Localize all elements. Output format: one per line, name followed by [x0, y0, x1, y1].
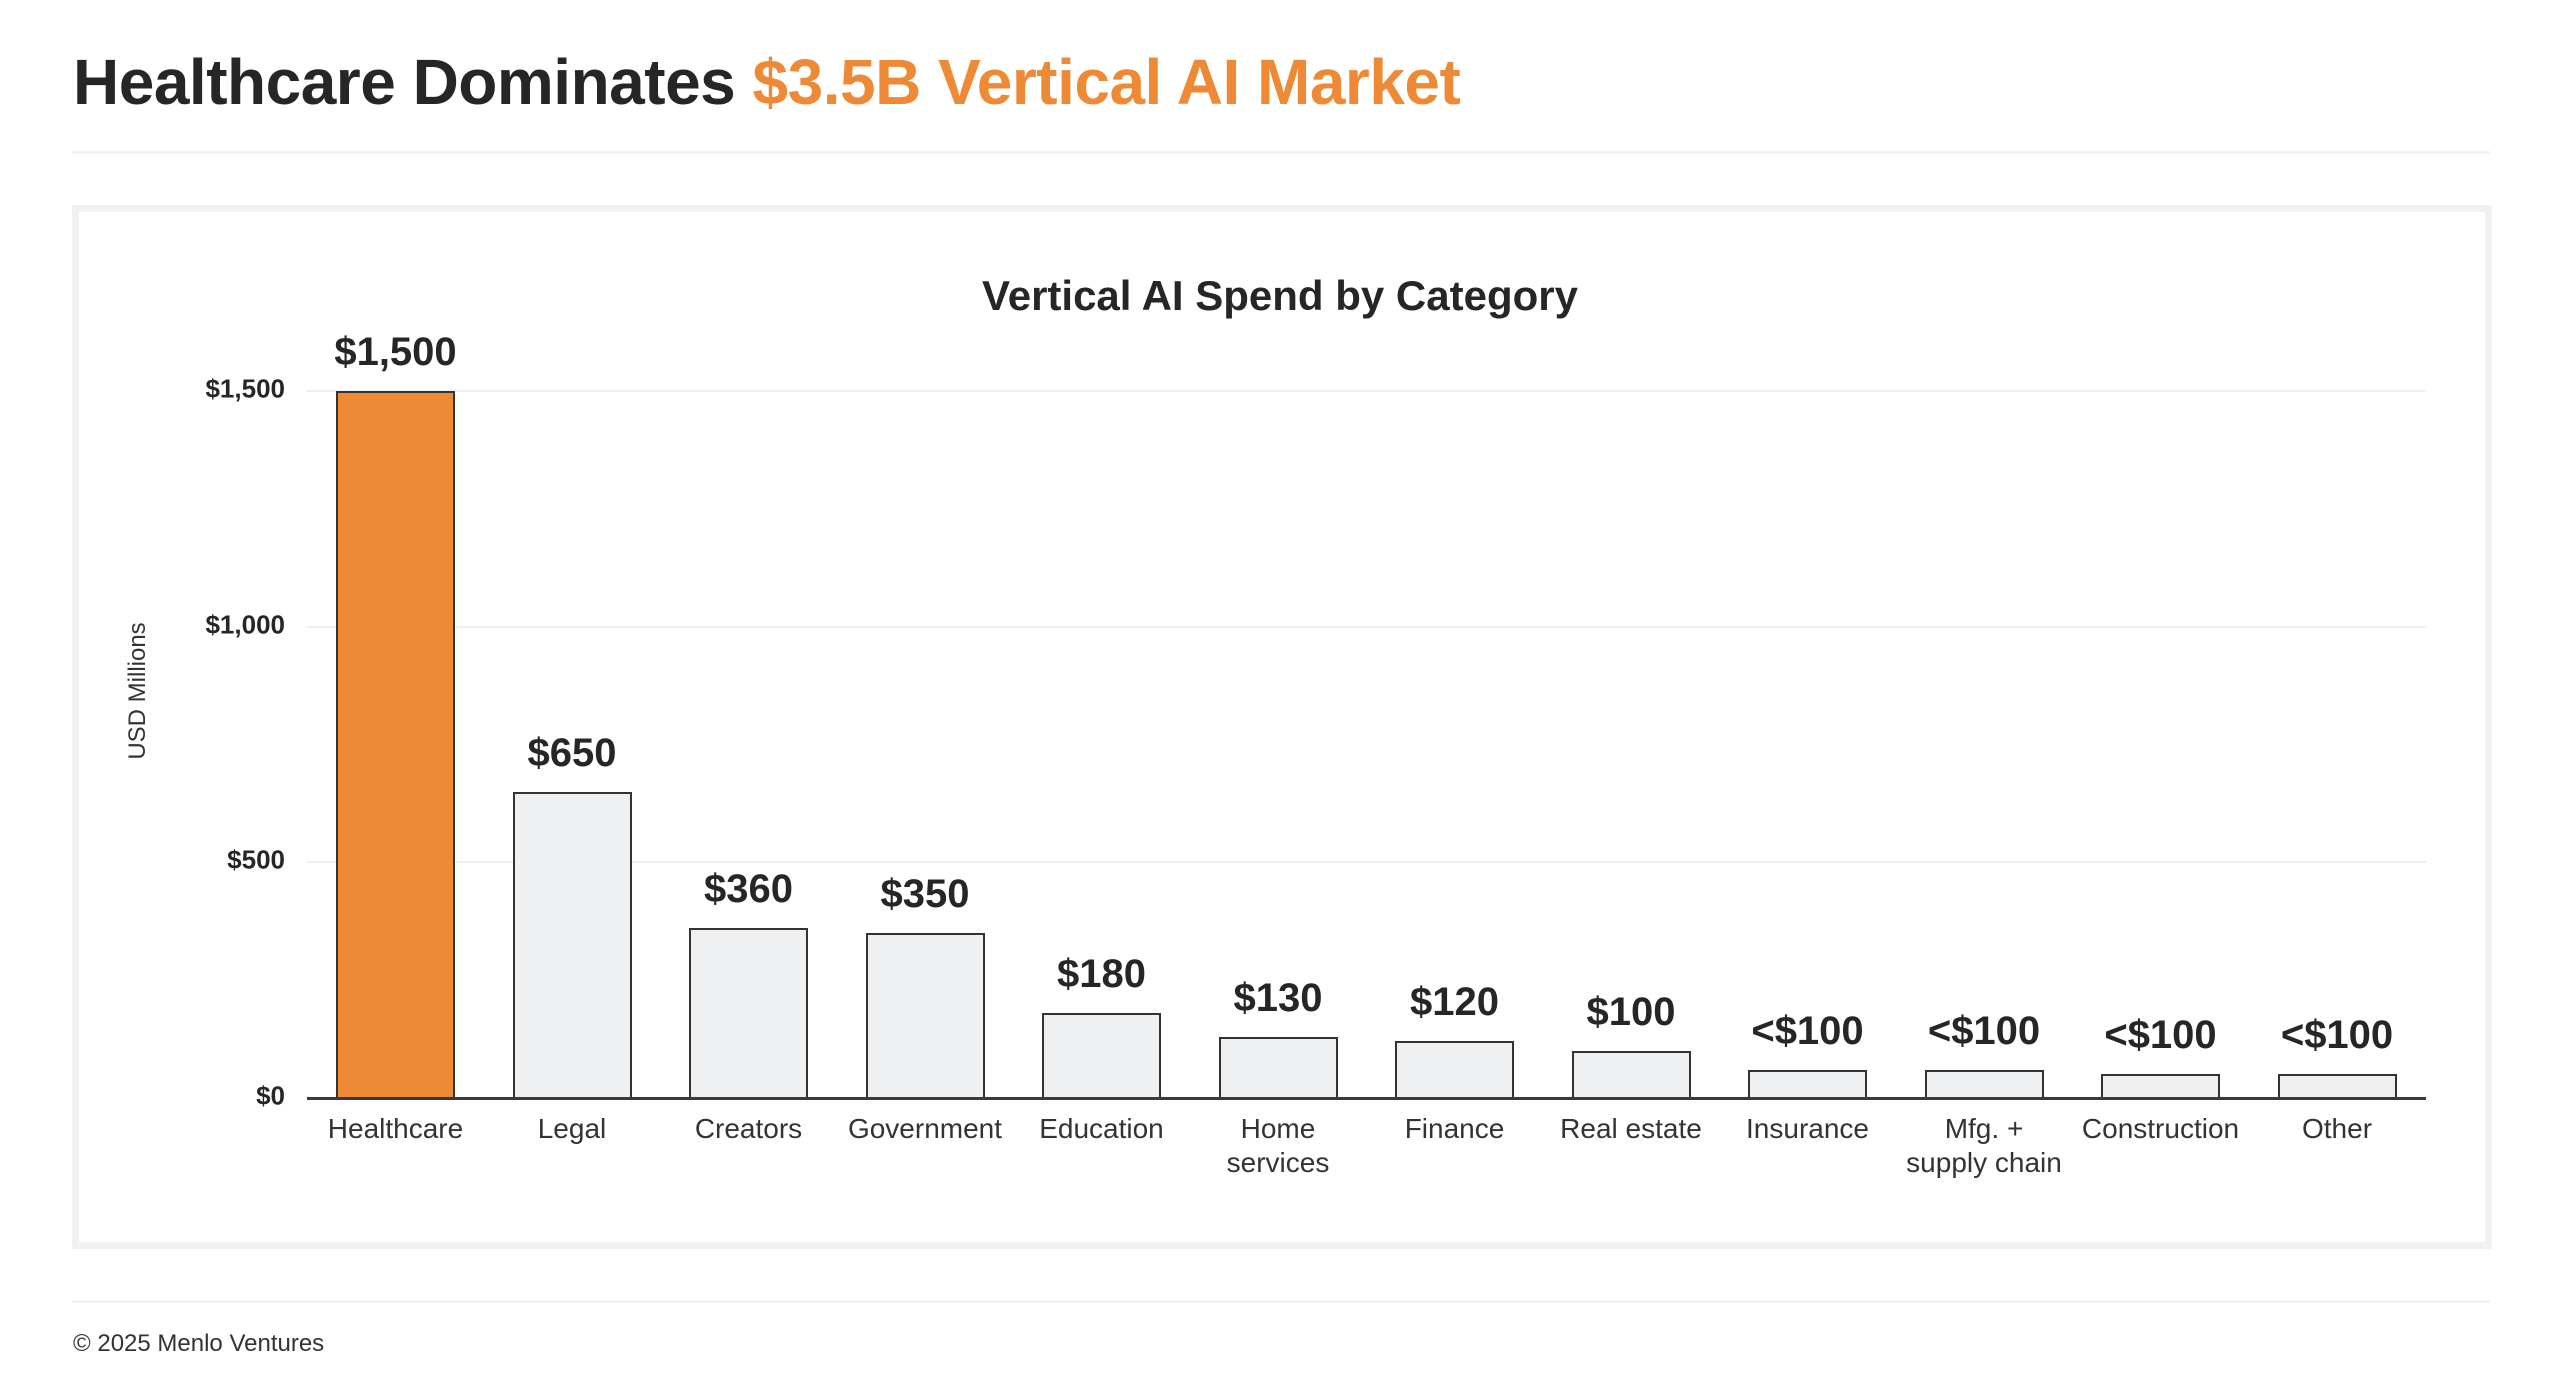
bar-healthcare: [336, 391, 455, 1098]
x-category-label-line: Healthcare: [327, 1113, 464, 1144]
bar-home-services: [1218, 1037, 1338, 1098]
x-category-label: Insurance: [1708, 1112, 1908, 1146]
x-axis-line: [307, 1097, 2426, 1100]
y-tick-label: $0: [256, 1080, 285, 1111]
x-category-label-line: Creators: [694, 1113, 803, 1144]
bar-value-label: $650: [527, 731, 617, 775]
x-category-label-line: Education: [1039, 1113, 1164, 1144]
gridline: [307, 861, 2426, 864]
x-category-label: Education: [1002, 1112, 1202, 1146]
y-tick-label: $500: [227, 844, 285, 875]
bar-real-estate: [1571, 1051, 1691, 1098]
gridline: [307, 390, 2426, 392]
page-title: Healthcare Dominates $3.5B Vertical AI M…: [73, 44, 1461, 120]
bar-value-label: <$100: [2280, 1013, 2394, 1057]
bar-value-label: $360: [704, 867, 793, 911]
bar-education: [1042, 1013, 1161, 1098]
x-category-label-line: Legal: [537, 1113, 607, 1144]
x-category-label-line: services: [1226, 1147, 1330, 1178]
x-category-label-line: Insurance: [1746, 1113, 1869, 1144]
x-category-label-line: supply chain: [1906, 1147, 2062, 1178]
gridline: [307, 625, 2426, 628]
y-tick-label: $1,500: [205, 373, 285, 404]
bar-mfg-supply-chain: [1924, 1070, 2044, 1098]
bar-value-label: <$100: [1927, 1009, 2041, 1053]
bar-value-label: $120: [1410, 980, 1499, 1024]
y-tick-label: $1,000: [205, 609, 285, 640]
x-category-label: Government: [825, 1112, 1025, 1146]
bar-finance: [1395, 1041, 1514, 1098]
footer-copyright: © 2025 Menlo Ventures: [73, 1330, 325, 1357]
bar-value-label: $100: [1586, 990, 1676, 1034]
header-divider: [72, 151, 2490, 154]
footer-divider: [72, 1300, 2490, 1303]
x-category-label-line: Construction: [2081, 1113, 2240, 1144]
x-category-label-line: Home: [1240, 1113, 1316, 1144]
x-category-label-line: Real estate: [1560, 1113, 1702, 1144]
bar-value-label: <$100: [2104, 1013, 2217, 1057]
bar-legal: [512, 792, 632, 1098]
x-category-label-line: Government: [847, 1113, 1003, 1144]
bar-insurance: [1748, 1070, 1867, 1098]
x-category-label-line: Finance: [1404, 1113, 1505, 1144]
bar-value-label: $350: [880, 872, 970, 916]
x-category-label: Creators: [649, 1112, 849, 1146]
page-title-main: Healthcare Dominates: [73, 46, 753, 118]
x-category-label-line: Mfg. +: [1944, 1113, 2024, 1144]
page-title-accent: $3.5B Vertical AI Market: [752, 46, 1461, 118]
x-category-label: Construction: [2061, 1112, 2261, 1146]
x-category-label: Home services: [1178, 1112, 1378, 1180]
bar-value-label: $130: [1233, 976, 1323, 1020]
x-category-label: Real estate: [1531, 1112, 1731, 1146]
x-category-label: Healthcare: [296, 1112, 496, 1146]
bar-value-label: $1,500: [334, 330, 457, 374]
bar-creators: [689, 928, 808, 1098]
bar-value-label: $180: [1057, 952, 1146, 996]
bar-government: [865, 933, 985, 1098]
x-category-label: Finance: [1355, 1112, 1555, 1146]
x-category-label-line: Other: [2301, 1113, 2373, 1144]
bar-construction: [2101, 1074, 2220, 1098]
y-axis-title: USD Millions: [124, 622, 151, 760]
x-category-label: Mfg. + supply chain: [1884, 1112, 2084, 1180]
bar-value-label: <$100: [1751, 1009, 1864, 1053]
x-category-label: Legal: [472, 1112, 672, 1146]
chart-title: Vertical AI Spend by Category: [982, 272, 1578, 319]
x-category-label: Other: [2237, 1112, 2437, 1146]
bar-other: [2277, 1074, 2397, 1098]
